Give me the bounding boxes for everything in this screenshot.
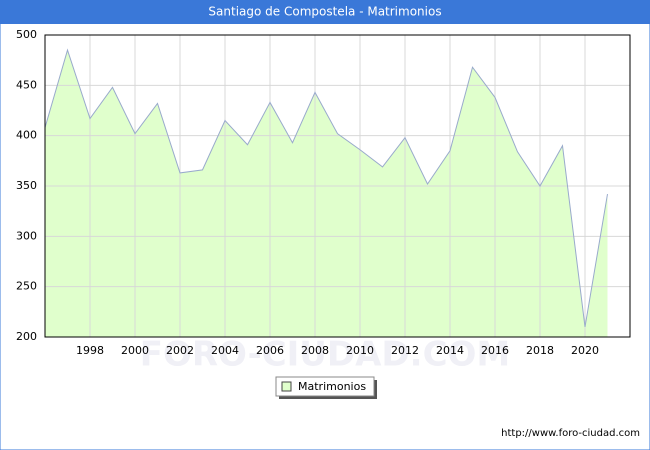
x-tick-label: 2006 <box>256 344 284 357</box>
x-tick-label: 2014 <box>436 344 464 357</box>
x-tick-label: 2000 <box>121 344 149 357</box>
x-tick-label: 1998 <box>76 344 104 357</box>
line <box>44 48 608 328</box>
y-tick-label: 400 <box>16 129 37 142</box>
watermark: FORO-CIUDAD.COM <box>140 335 511 375</box>
x-tick-label: 2016 <box>481 344 509 357</box>
x-tick-label: 2012 <box>391 344 419 357</box>
y-tick-label: 250 <box>16 280 37 293</box>
y-tick-label: 200 <box>16 330 37 343</box>
y-tick-label: 500 <box>16 28 37 41</box>
title-bar <box>0 0 650 24</box>
y-tick-label: 350 <box>16 179 37 192</box>
area <box>45 50 608 337</box>
legend-swatch <box>281 381 292 392</box>
y-tick-label: 450 <box>16 78 37 91</box>
plot-border <box>44 34 631 338</box>
x-tick-label: 2008 <box>301 344 329 357</box>
legend-box <box>275 376 375 397</box>
legend-label: Matrimonios <box>298 380 366 393</box>
x-tick-label: 2002 <box>166 344 194 357</box>
y-tick-label: 300 <box>16 229 37 242</box>
x-tick-label: 2010 <box>346 344 374 357</box>
x-tick-label: 2004 <box>211 344 239 357</box>
x-tick-label: 2020 <box>571 344 599 357</box>
x-tick-label: 2018 <box>526 344 554 357</box>
chart-title: Santiago de Compostela - Matrimonios <box>208 5 441 19</box>
source: http://www.foro-ciudad.com <box>501 428 640 439</box>
